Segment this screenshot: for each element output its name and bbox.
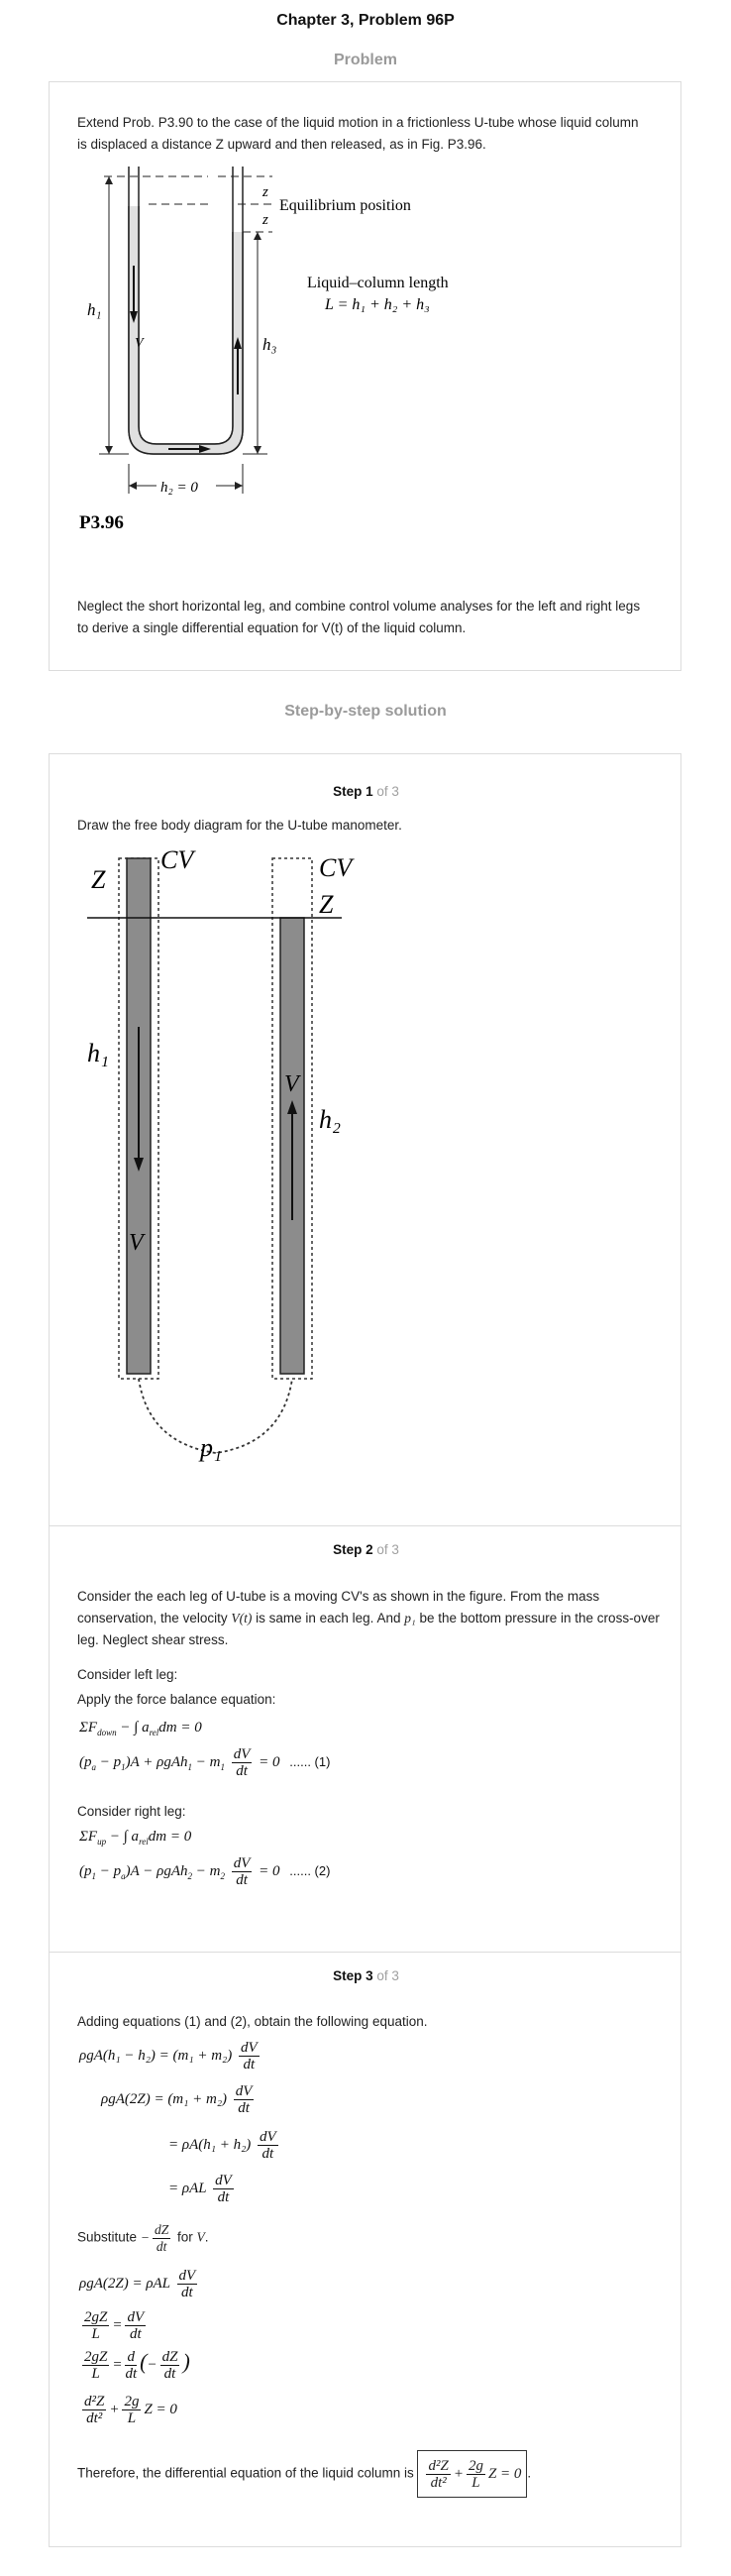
fbd-h1: h₁ <box>87 1039 109 1067</box>
solution-heading: Step-by-step solution <box>284 703 447 720</box>
step3-text: Adding equations (1) and (2), obtain the… <box>77 2014 428 2029</box>
fig-z-top: z <box>261 184 268 200</box>
eq3-4: = ρAL dV dt <box>168 2173 234 2205</box>
fig-h1-label: h₁ <box>87 300 101 319</box>
fig-z-bottom: z <box>261 212 268 228</box>
step1-figure: Z CV CV Z h₁ h₂ V V p₁ <box>87 848 355 1462</box>
step3-header: Step 3 of 3 <box>333 1968 399 1983</box>
problem-outro: Neglect the short horizontal leg, and co… <box>77 599 641 635</box>
problem-heading: Problem <box>333 52 397 68</box>
fig-length-eq: L = h₁ + h₂ + h₃ <box>324 296 430 313</box>
eq-left-2: (pa − p1)A + ρgAh1 − m1 dV dt = 0 ...... … <box>79 1746 331 1779</box>
step2-card: Step 2 of 3 Consider the each leg of U-t… <box>49 1526 681 1953</box>
final-answer-box: d²Z dt² +2g L Z = 0 <box>417 2450 528 2498</box>
fbd-p1: p₁ <box>198 1433 222 1462</box>
problem-intro: Extend Prob. P3.90 to the case of the li… <box>77 115 639 152</box>
fbd-v-left: V <box>129 1230 146 1256</box>
step3-card: Step 3 of 3 Adding equations (1) and (2)… <box>49 1953 681 2547</box>
problem-card: Extend Prob. P3.90 to the case of the li… <box>49 81 681 671</box>
eq-left-1: ΣFdown − ∫ areldm = 0 <box>79 1720 202 1737</box>
fbd-z-left: Z <box>91 865 106 894</box>
step2-right-leg: Consider right leg: <box>77 1804 186 1819</box>
page-title: Chapter 3, Problem 96P <box>276 12 455 29</box>
step2-text: Consider the each leg of U-tube is a mov… <box>77 1589 660 1647</box>
eq3-7: 2gZ L = d dt (− dZ dt) <box>82 2349 190 2383</box>
fig-equilibrium-label: Equilibrium position <box>279 197 411 214</box>
eq3-1: ρgA(h₁ − h₂) = (m₁ + m₂) dV dt <box>79 2040 260 2072</box>
step1-card: Step 1 of 3 Draw the free body diagram f… <box>49 753 681 1526</box>
fbd-v-right: V <box>284 1071 301 1097</box>
problem-figure: z z Equilibrium position V h₁ h₃ Liquid–… <box>79 167 449 533</box>
eq3-5: ρgA(2Z) = ρAL dV dt <box>79 2268 198 2300</box>
fig-v-label: V <box>135 336 145 351</box>
step2-header: Step 2 of 3 <box>333 1542 399 1557</box>
step3-therefore: Therefore, the differential equation of … <box>77 2450 531 2498</box>
fig-length-title: Liquid–column length <box>307 275 449 291</box>
eq3-8: d²Z dt² +2g L Z = 0 <box>82 2394 177 2426</box>
eq-right-1: ΣFup − ∫ areldm = 0 <box>79 1829 192 1847</box>
fig-caption: P3.96 <box>79 512 124 533</box>
eq-right-2: (p1 − pa)A − ρgAh2 − m2 dV dt = 0 ...... … <box>79 1855 331 1888</box>
step1-header: Step 1 of 3 <box>333 784 399 799</box>
eq3-3: = ρA(h₁ + h₂) dV dt <box>168 2129 278 2162</box>
step2-left-leg: Consider left leg: <box>77 1667 178 1682</box>
fbd-z-right: Z <box>319 890 334 919</box>
fbd-h2: h₂ <box>319 1105 341 1134</box>
fig-h3-label: h₃ <box>262 335 277 354</box>
eq3-6: 2gZ L = dV dt <box>82 2309 147 2342</box>
step2-apply: Apply the force balance equation: <box>77 1692 276 1707</box>
fbd-cv-left: CV <box>160 848 196 874</box>
step3-substitute: Substitute − dZ dt for V. <box>77 2222 209 2254</box>
fbd-cv-right: CV <box>319 853 355 882</box>
step1-text: Draw the free body diagram for the U-tub… <box>77 818 402 833</box>
fig-h2-label: h₂ = 0 <box>160 480 198 496</box>
eq3-2: ρgA(2Z) = (m₁ + m₂) dV dt <box>101 2083 255 2116</box>
